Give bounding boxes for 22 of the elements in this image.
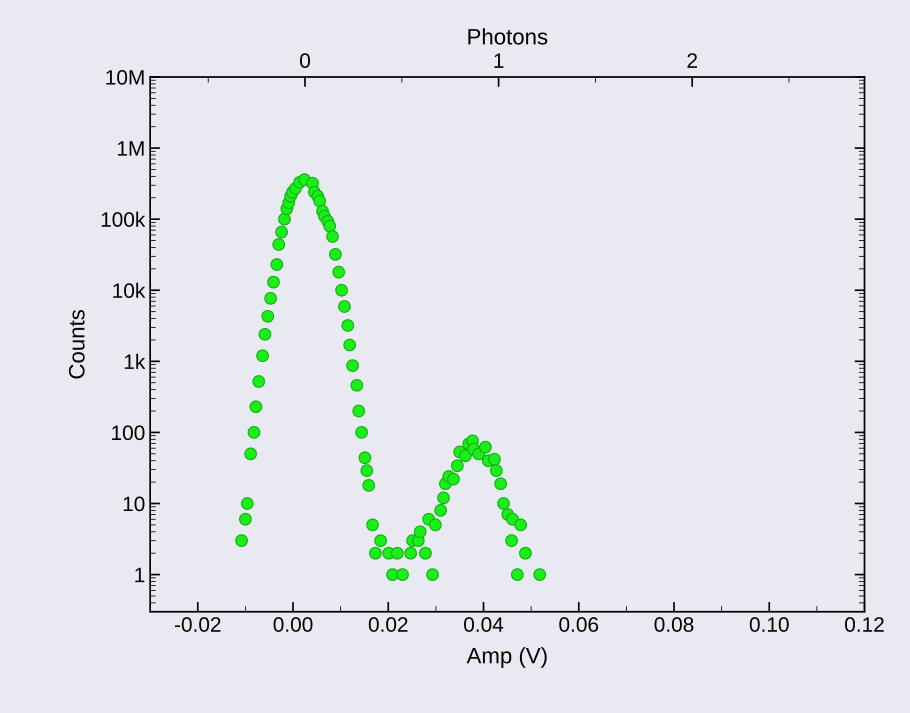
y-tick-label: 10 xyxy=(124,496,144,512)
x-tick-label: 0.08 xyxy=(654,617,694,632)
x-tick-label: -0.02 xyxy=(174,617,220,632)
y-tick-label: 1k xyxy=(124,354,146,369)
y-tick-label: 1 xyxy=(135,568,144,582)
y-tick-label: 100 xyxy=(112,425,144,440)
x-axis-title: Amp (V) xyxy=(466,647,547,668)
x2-tick-label: 0 xyxy=(300,53,310,68)
y-tick-label: 100k xyxy=(102,212,146,227)
x-tick-label: 0.04 xyxy=(464,617,504,632)
y-tick-label: 10k xyxy=(113,282,146,298)
y-axis-title: Counts xyxy=(68,310,85,378)
y-tick-label: 10M xyxy=(106,70,144,85)
x-tick-label: 0.10 xyxy=(750,617,789,632)
x-tick-label: 0.06 xyxy=(559,617,598,632)
x-tick-label: 0.00 xyxy=(274,617,312,632)
x2-axis-title: Photons xyxy=(468,28,548,45)
x-tick-label: 0.12 xyxy=(845,617,884,632)
x2-tick-label: 2 xyxy=(687,53,697,68)
y-tick-label: 1M xyxy=(118,141,144,156)
x-tick-label: 0.02 xyxy=(368,617,408,632)
x2-tick-label: 1 xyxy=(494,53,504,68)
